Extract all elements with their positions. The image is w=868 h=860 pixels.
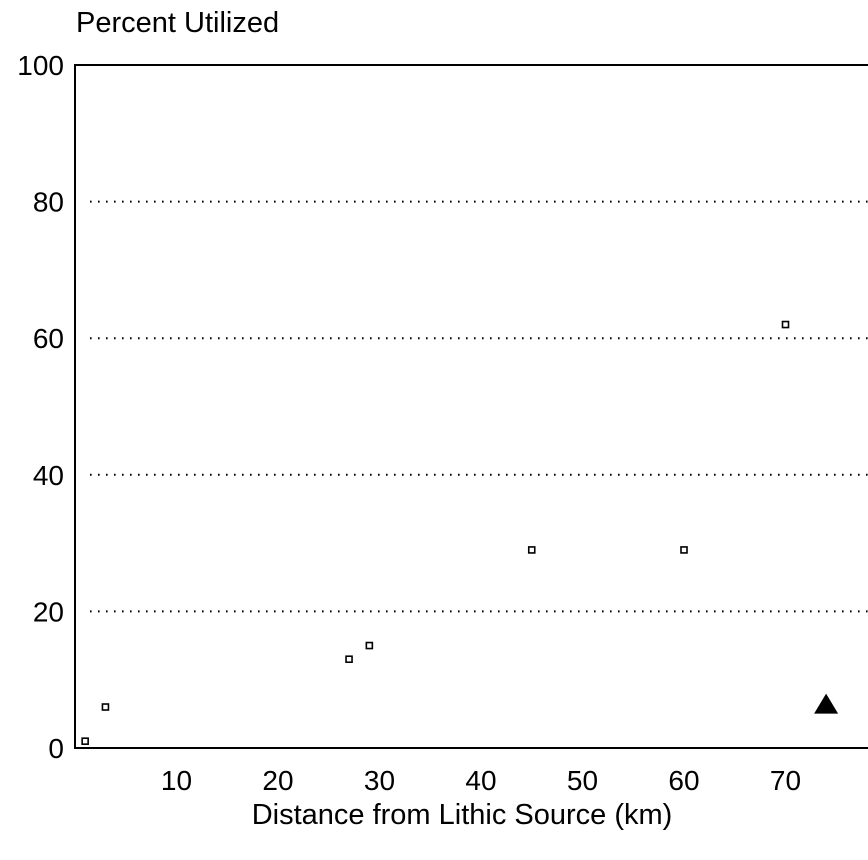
data-point — [527, 546, 536, 554]
y-tick-label: 80 — [33, 187, 64, 218]
grid-lines — [90, 200, 868, 613]
y-tick-label: 0 — [48, 733, 64, 764]
y-axis-title: Percent Utilized — [76, 7, 279, 39]
data-point — [680, 546, 688, 554]
x-axis-title: Distance from Lithic Source (km) — [252, 799, 673, 831]
data-point — [365, 641, 374, 650]
y-tick-label: 100 — [17, 50, 64, 81]
x-tick-label: 30 — [364, 765, 395, 796]
y-tick-label: 40 — [33, 460, 64, 491]
x-tick-label: 10 — [161, 765, 192, 796]
y-tick-labels: 0 20 40 60 80 100 — [17, 50, 64, 764]
x-tick-label: 50 — [567, 765, 598, 796]
data-points — [81, 320, 839, 745]
x-tick-label: 70 — [770, 765, 801, 796]
data-point — [345, 655, 353, 664]
data-point — [781, 320, 790, 329]
x-tick-label: 40 — [465, 765, 496, 796]
y-tick-label: 60 — [33, 323, 64, 354]
y-tick-label: 20 — [33, 596, 64, 627]
x-tick-label: 60 — [668, 765, 699, 796]
x-tick-label: 20 — [262, 765, 293, 796]
data-point — [101, 703, 110, 711]
data-point — [81, 737, 89, 745]
data-point-triangle — [814, 693, 839, 714]
x-tick-labels: 10 20 30 40 50 60 70 — [161, 765, 801, 796]
